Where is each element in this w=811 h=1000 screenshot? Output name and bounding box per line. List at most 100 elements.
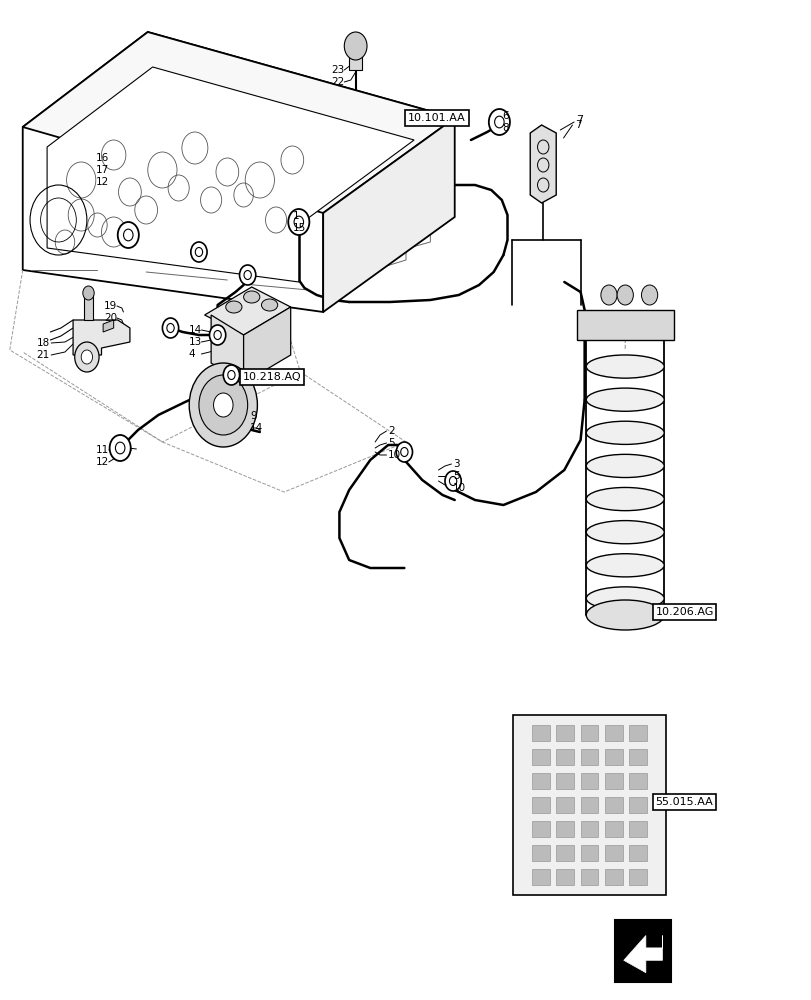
Circle shape xyxy=(449,477,457,486)
Circle shape xyxy=(118,222,139,248)
Bar xyxy=(604,749,622,765)
Text: 22: 22 xyxy=(331,77,344,87)
Circle shape xyxy=(209,325,225,345)
Ellipse shape xyxy=(225,301,242,313)
Circle shape xyxy=(344,32,367,60)
Text: 7: 7 xyxy=(576,115,583,125)
Text: 10.206.AG: 10.206.AG xyxy=(654,607,713,617)
Bar xyxy=(580,845,598,861)
Bar xyxy=(580,869,598,885)
Bar xyxy=(629,773,646,789)
Text: 13: 13 xyxy=(188,337,201,347)
Circle shape xyxy=(123,229,133,241)
Circle shape xyxy=(189,363,257,447)
Text: 4: 4 xyxy=(188,349,195,359)
Bar xyxy=(604,845,622,861)
Text: 20: 20 xyxy=(104,313,117,323)
Bar xyxy=(629,869,646,885)
Circle shape xyxy=(109,435,131,461)
Ellipse shape xyxy=(586,355,663,378)
Polygon shape xyxy=(323,118,454,312)
Text: 15: 15 xyxy=(292,223,305,233)
Bar xyxy=(531,773,549,789)
Circle shape xyxy=(162,318,178,338)
Bar xyxy=(580,773,598,789)
Bar xyxy=(531,821,549,837)
Circle shape xyxy=(244,270,251,279)
Bar xyxy=(604,725,622,741)
Polygon shape xyxy=(243,307,290,383)
Text: 10.218.AQ: 10.218.AQ xyxy=(242,372,301,382)
Text: 21: 21 xyxy=(36,350,49,360)
Circle shape xyxy=(199,375,247,435)
Circle shape xyxy=(75,342,99,372)
Bar xyxy=(531,797,549,813)
Bar xyxy=(513,715,665,895)
Ellipse shape xyxy=(586,388,663,411)
Ellipse shape xyxy=(586,587,663,610)
Circle shape xyxy=(288,209,309,235)
Circle shape xyxy=(191,242,207,262)
Text: 12: 12 xyxy=(96,457,109,467)
Text: 3: 3 xyxy=(453,459,459,469)
Circle shape xyxy=(195,247,203,256)
Text: 11: 11 xyxy=(96,445,109,455)
Text: 14: 14 xyxy=(188,325,201,335)
Circle shape xyxy=(600,285,616,305)
Polygon shape xyxy=(576,310,673,340)
Bar xyxy=(556,749,573,765)
Circle shape xyxy=(115,442,125,454)
Bar xyxy=(84,292,92,320)
Bar xyxy=(604,821,622,837)
Bar xyxy=(531,725,549,741)
Bar xyxy=(629,821,646,837)
Circle shape xyxy=(396,442,412,462)
Circle shape xyxy=(294,216,303,228)
Bar xyxy=(531,749,549,765)
Bar xyxy=(615,920,670,982)
Text: 19: 19 xyxy=(104,301,117,311)
Polygon shape xyxy=(530,125,556,203)
Bar xyxy=(604,773,622,789)
Ellipse shape xyxy=(586,554,663,577)
Text: 18: 18 xyxy=(36,338,49,348)
Text: 10: 10 xyxy=(453,483,466,493)
Polygon shape xyxy=(623,936,662,973)
Ellipse shape xyxy=(586,600,663,630)
Polygon shape xyxy=(23,32,454,312)
Bar xyxy=(580,749,598,765)
Text: 7: 7 xyxy=(574,120,581,130)
Bar xyxy=(556,821,573,837)
Circle shape xyxy=(488,109,509,135)
Polygon shape xyxy=(103,320,114,332)
Bar xyxy=(556,725,573,741)
Circle shape xyxy=(83,286,94,300)
Text: 23: 23 xyxy=(331,65,344,75)
Text: 9: 9 xyxy=(250,411,256,421)
Circle shape xyxy=(616,285,633,305)
Ellipse shape xyxy=(261,299,277,311)
Circle shape xyxy=(641,285,657,305)
Text: 55.015.AA: 55.015.AA xyxy=(654,797,713,807)
Bar xyxy=(629,797,646,813)
Text: 14: 14 xyxy=(250,423,263,433)
Circle shape xyxy=(401,448,407,456)
Ellipse shape xyxy=(243,291,260,303)
Bar xyxy=(556,845,573,861)
Bar xyxy=(629,725,646,741)
Circle shape xyxy=(167,324,174,332)
Bar xyxy=(580,797,598,813)
Bar xyxy=(604,797,622,813)
Text: 10.101.AA: 10.101.AA xyxy=(407,113,466,123)
Bar xyxy=(629,749,646,765)
Bar xyxy=(556,797,573,813)
Bar xyxy=(531,869,549,885)
Circle shape xyxy=(227,370,235,379)
Bar xyxy=(580,821,598,837)
Bar xyxy=(604,869,622,885)
Circle shape xyxy=(213,393,233,417)
Ellipse shape xyxy=(586,487,663,511)
Polygon shape xyxy=(73,320,130,355)
Text: 5: 5 xyxy=(453,471,459,481)
Circle shape xyxy=(214,330,221,340)
